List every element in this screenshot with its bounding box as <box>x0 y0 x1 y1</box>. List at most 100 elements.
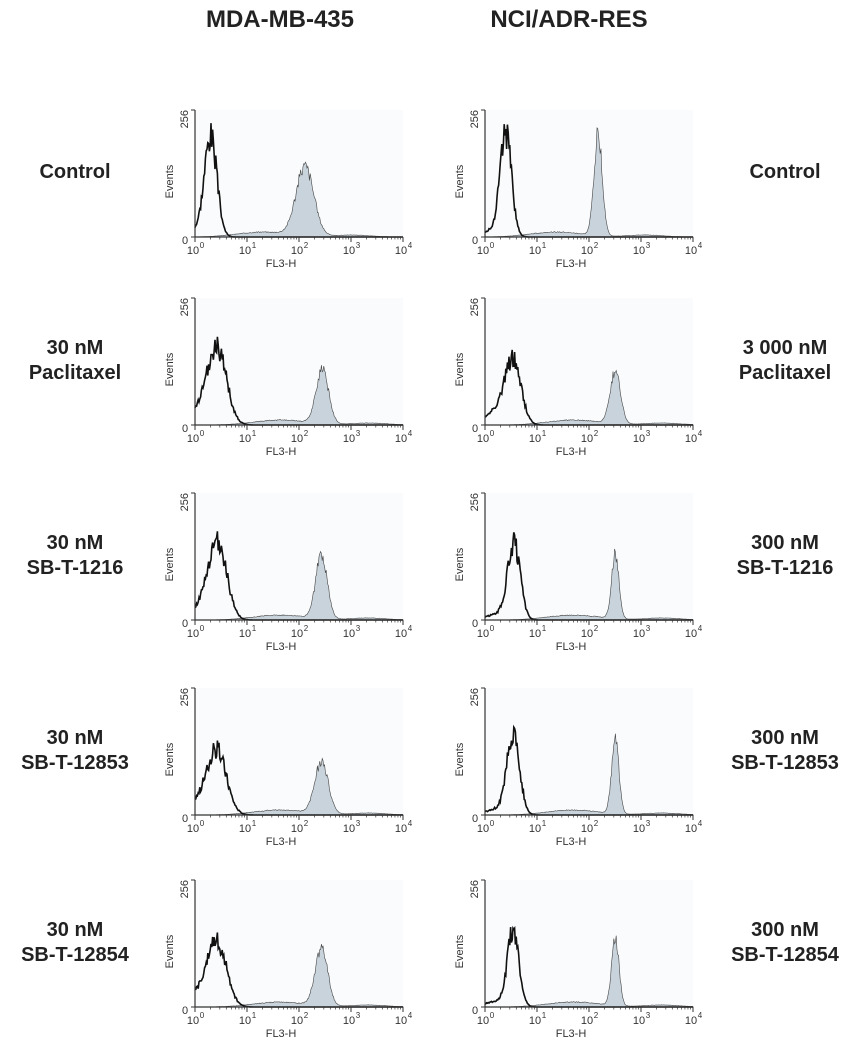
y-tick-label: 256 <box>469 688 481 706</box>
x-tick-label: 10 <box>343 245 355 257</box>
row-label-line: 3 000 nM <box>742 337 828 359</box>
row-label-line: 300 nM <box>751 727 819 749</box>
row-label-right-1: 3 000 nM Paclitaxel <box>710 336 860 386</box>
plot-area <box>485 110 693 237</box>
x-tick-label: 10 <box>187 1015 199 1027</box>
y-axis-label: Events <box>454 742 466 776</box>
row-label-line: SB-T-12853 <box>21 752 129 774</box>
histogram-panel: 10 0 10 1 10 2 10 3 10 4 0 256 FL3-H Events <box>150 678 413 848</box>
y-tick-label: 0 <box>182 1005 188 1017</box>
row-label-left-2: 30 nM SB-T-1216 <box>0 531 150 581</box>
histogram-panel: 10 0 10 1 10 2 10 3 10 4 0 256 FL3-H Events <box>440 678 703 848</box>
x-tick-label: 10 <box>239 823 251 835</box>
x-tick-exponent: 1 <box>542 819 547 828</box>
y-tick-label: 256 <box>179 688 191 706</box>
x-tick-label: 10 <box>395 628 407 640</box>
x-axis-label: FL3-H <box>266 1028 297 1040</box>
x-tick-label: 10 <box>291 628 303 640</box>
x-tick-exponent: 2 <box>594 241 599 250</box>
x-tick-label: 10 <box>291 823 303 835</box>
x-tick-label: 10 <box>291 1015 303 1027</box>
x-tick-exponent: 4 <box>408 1011 413 1020</box>
y-axis-label: Events <box>164 164 176 198</box>
x-tick-exponent: 2 <box>594 429 599 438</box>
row-label-line: 30 nM <box>46 727 104 749</box>
y-tick-label: 256 <box>179 880 191 898</box>
row-label-left-1: 30 nM Paclitaxel <box>0 336 150 386</box>
y-axis-label: Events <box>164 352 176 386</box>
y-tick-label: 0 <box>182 618 188 630</box>
x-tick-exponent: 4 <box>408 241 413 250</box>
histogram-panel: 10 0 10 1 10 2 10 3 10 4 0 256 FL3-H Events <box>150 100 413 270</box>
x-tick-exponent: 3 <box>356 819 361 828</box>
x-tick-exponent: 4 <box>408 819 413 828</box>
x-tick-exponent: 1 <box>252 624 257 633</box>
x-tick-exponent: 2 <box>304 429 309 438</box>
x-axis-label: FL3-H <box>266 641 297 653</box>
y-axis-label: Events <box>454 352 466 386</box>
x-tick-exponent: 1 <box>252 819 257 828</box>
x-tick-exponent: 0 <box>200 819 205 828</box>
x-tick-label: 10 <box>581 823 593 835</box>
x-tick-exponent: 3 <box>646 429 651 438</box>
y-tick-label: 0 <box>472 813 478 825</box>
plot-area <box>195 688 403 815</box>
y-tick-label: 0 <box>472 1005 478 1017</box>
x-axis-label: FL3-H <box>556 446 587 458</box>
x-tick-label: 10 <box>239 1015 251 1027</box>
plot-area <box>485 688 693 815</box>
x-axis-label: FL3-H <box>556 1028 587 1040</box>
x-tick-label: 10 <box>395 823 407 835</box>
x-tick-label: 10 <box>529 823 541 835</box>
x-tick-label: 10 <box>477 823 489 835</box>
plot-area <box>195 298 403 425</box>
x-tick-label: 10 <box>633 823 645 835</box>
row-label-line: SB-T-12854 <box>731 944 839 966</box>
x-tick-exponent: 1 <box>542 624 547 633</box>
x-tick-label: 10 <box>633 1015 645 1027</box>
x-tick-label: 10 <box>291 433 303 445</box>
x-tick-exponent: 0 <box>200 1011 205 1020</box>
y-axis-label: Events <box>164 934 176 968</box>
x-tick-exponent: 1 <box>252 429 257 438</box>
x-tick-exponent: 3 <box>646 624 651 633</box>
x-tick-exponent: 3 <box>646 819 651 828</box>
x-tick-label: 10 <box>291 245 303 257</box>
row-label-right-4: 300 nM SB-T-12854 <box>710 918 860 968</box>
x-tick-exponent: 0 <box>200 624 205 633</box>
x-tick-exponent: 1 <box>542 1011 547 1020</box>
histogram-panel: 10 0 10 1 10 2 10 3 10 4 0 256 FL3-H Events <box>150 870 413 1040</box>
x-tick-exponent: 3 <box>646 1011 651 1020</box>
x-tick-exponent: 4 <box>408 429 413 438</box>
x-tick-label: 10 <box>581 628 593 640</box>
y-tick-label: 0 <box>472 423 478 435</box>
x-tick-label: 10 <box>685 823 697 835</box>
row-label-line: Paclitaxel <box>738 362 832 384</box>
x-tick-exponent: 1 <box>252 241 257 250</box>
plot-area <box>195 880 403 1007</box>
x-tick-exponent: 2 <box>304 241 309 250</box>
x-axis-label: FL3-H <box>556 258 587 270</box>
histogram-panel: 10 0 10 1 10 2 10 3 10 4 0 256 FL3-H Events <box>440 870 703 1040</box>
row-label-line: SB-T-1216 <box>736 557 834 579</box>
x-tick-exponent: 3 <box>646 241 651 250</box>
row-label-right-2: 300 nM SB-T-1216 <box>710 531 860 581</box>
x-tick-exponent: 0 <box>490 624 495 633</box>
y-tick-label: 0 <box>472 235 478 247</box>
y-axis-label: Events <box>454 164 466 198</box>
x-tick-exponent: 3 <box>356 1011 361 1020</box>
x-tick-label: 10 <box>529 1015 541 1027</box>
x-tick-label: 10 <box>187 628 199 640</box>
x-axis-label: FL3-H <box>266 836 297 848</box>
y-axis-label: Events <box>454 547 466 581</box>
y-axis-label: Events <box>164 742 176 776</box>
x-tick-label: 10 <box>529 245 541 257</box>
y-tick-label: 256 <box>179 493 191 511</box>
x-tick-label: 10 <box>187 245 199 257</box>
x-tick-exponent: 0 <box>490 819 495 828</box>
x-tick-exponent: 2 <box>304 1011 309 1020</box>
x-tick-exponent: 2 <box>594 1011 599 1020</box>
